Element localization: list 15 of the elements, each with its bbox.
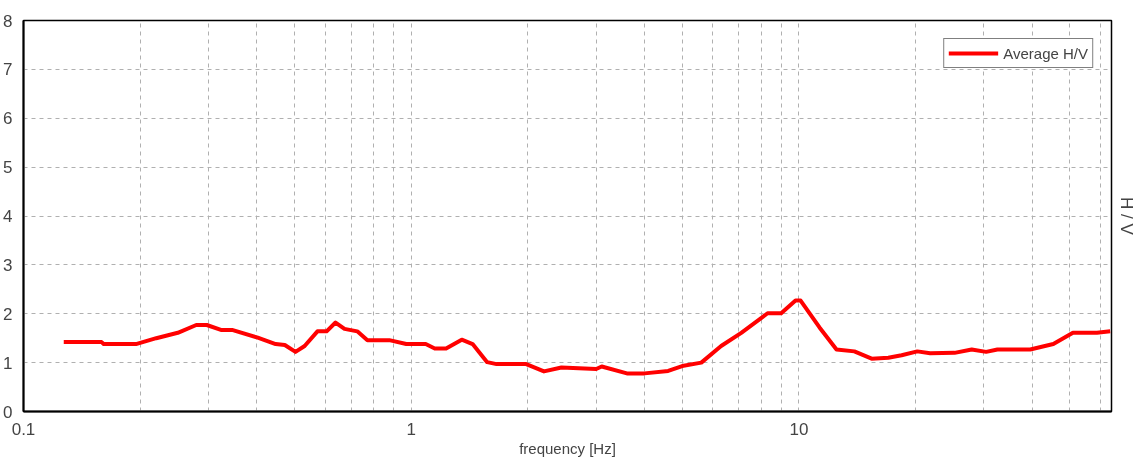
x-axis-title: frequency [Hz] bbox=[519, 439, 616, 457]
y-axis-title: H / V bbox=[1116, 197, 1136, 236]
y-tick-label: 5 bbox=[3, 158, 13, 178]
x-tick-label: 10 bbox=[789, 419, 809, 439]
y-tick-label: 7 bbox=[3, 60, 13, 80]
y-tick-label: 2 bbox=[3, 304, 13, 324]
x-tick-label: 0.1 bbox=[11, 419, 36, 439]
x-tick-label: 1 bbox=[406, 419, 416, 439]
y-tick-label: 3 bbox=[3, 255, 13, 275]
y-tick-label: 4 bbox=[3, 207, 13, 226]
y-tick-label: 6 bbox=[3, 109, 13, 129]
y-tick-label: 0 bbox=[3, 402, 13, 422]
y-tick-label: 8 bbox=[3, 11, 13, 31]
legend-label: Average H/V bbox=[1003, 44, 1088, 62]
y-tick-label: 1 bbox=[3, 353, 13, 373]
